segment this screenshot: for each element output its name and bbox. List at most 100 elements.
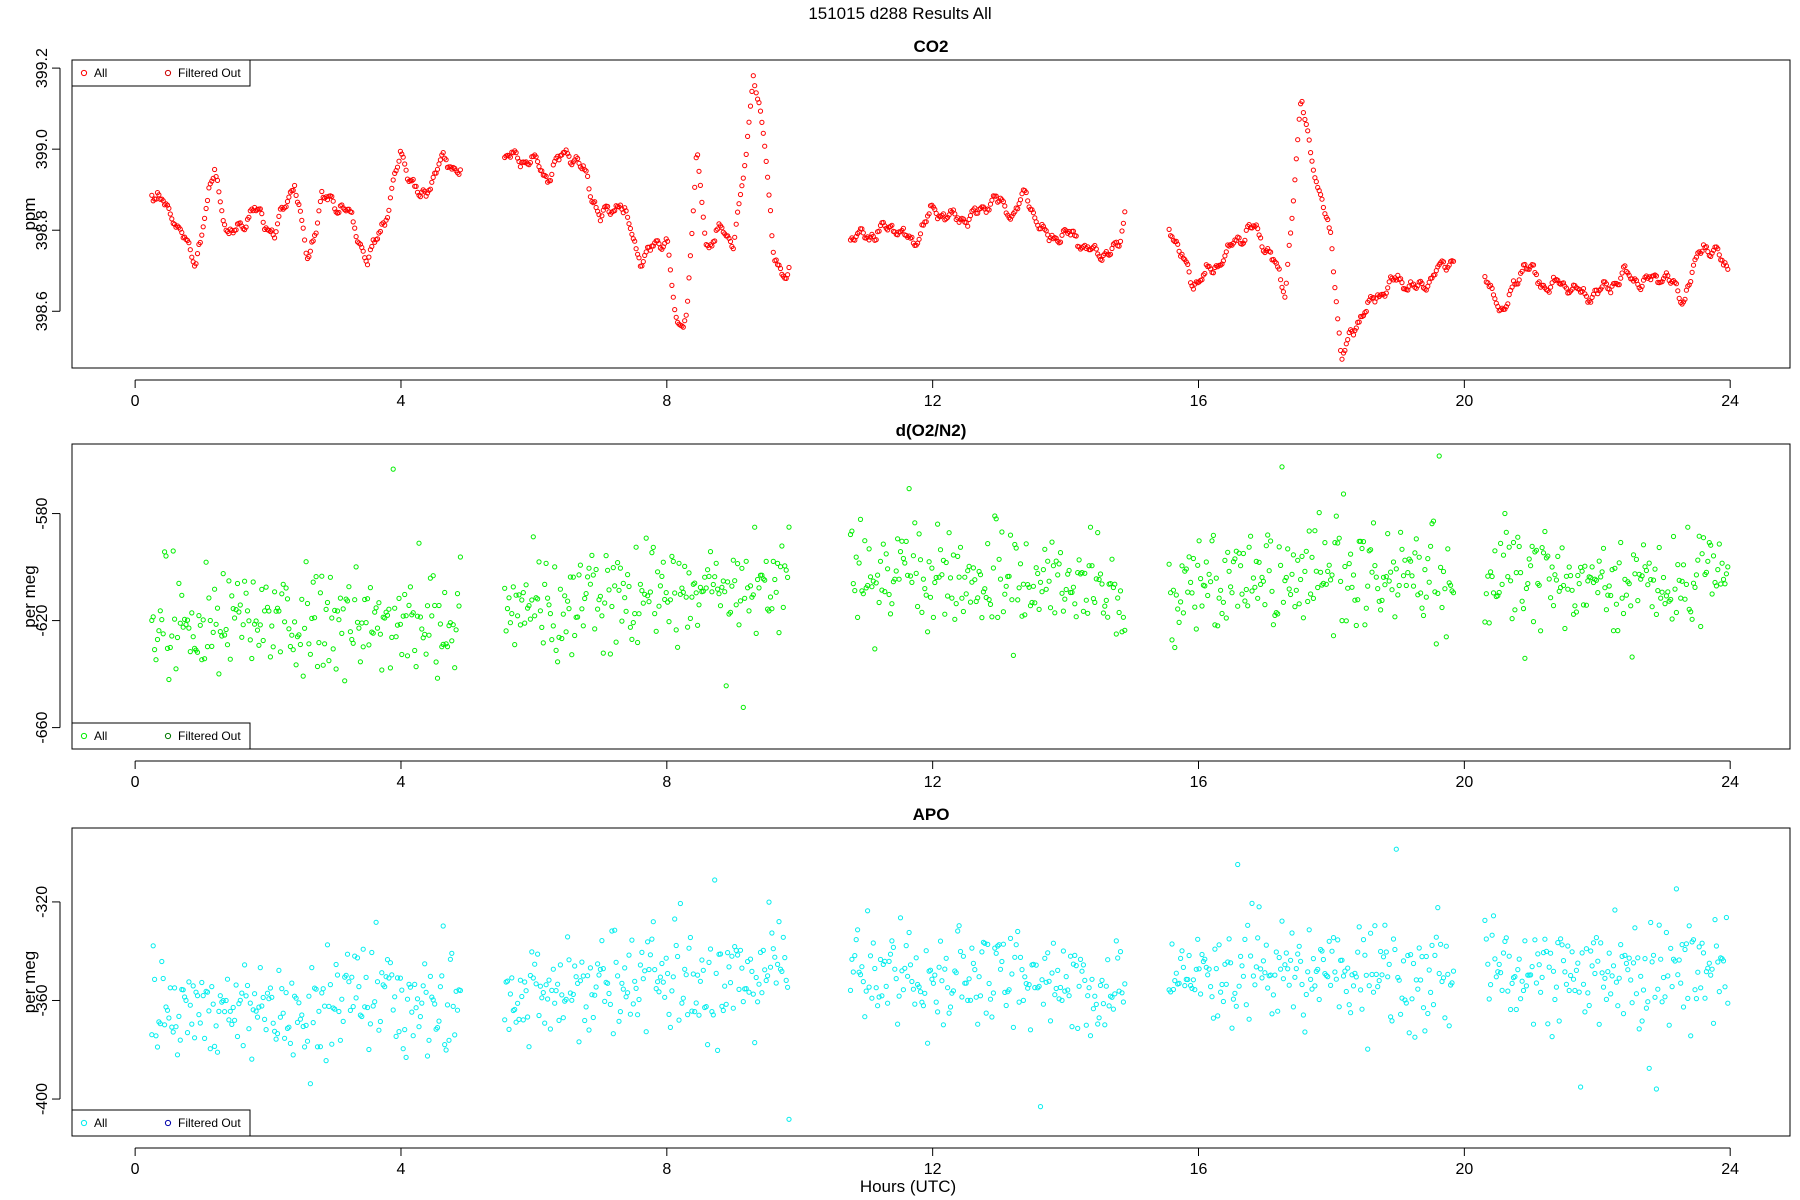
data-point [369,949,375,956]
data-point [1389,587,1395,593]
data-point [739,183,745,189]
data-point [1265,985,1271,991]
data-point [1303,121,1309,128]
data-point [1328,229,1334,235]
data-point [1060,608,1067,614]
data-point [676,560,682,566]
data-point [746,989,752,995]
data-point [950,988,957,994]
data-point [407,984,413,990]
data-point [555,981,561,987]
data-point [679,1000,685,1006]
data-point [1029,599,1035,606]
data-point [1555,553,1561,560]
data-point [316,640,322,646]
data-point [1285,546,1291,552]
data-point [389,634,395,641]
data-point [1673,609,1680,616]
data-point [606,587,612,593]
data-point [1345,585,1351,591]
data-point [756,585,762,591]
data-point [986,207,992,213]
data-point [927,967,934,973]
data-point [527,160,534,166]
data-point [876,599,882,606]
data-point [167,985,173,991]
data-point [1603,281,1610,287]
data-point [1009,213,1015,219]
data-point [1323,581,1329,587]
data-point [1482,619,1488,625]
data-point [1290,552,1297,558]
data-point [199,979,205,986]
data-point [682,563,688,570]
data-point [1037,1104,1044,1110]
data-point [1526,266,1532,272]
data-point [156,628,162,634]
data-point [1526,556,1532,562]
data-point [1226,936,1232,942]
data-point [1035,985,1041,991]
data-point [217,199,223,205]
data-point [925,1040,931,1046]
data-point [866,546,872,552]
data-point [946,1010,952,1016]
data-point [360,644,366,650]
data-point [976,974,982,980]
data-point [1622,263,1628,269]
data-point [1290,1004,1297,1010]
data-point [715,1047,721,1054]
data-point [769,233,775,239]
data-point [367,1021,373,1027]
data-point [877,956,884,963]
data-point [150,614,156,620]
data-point [932,579,938,586]
data-point [1596,288,1602,294]
data-point [1375,586,1381,592]
data-point [362,596,368,603]
data-point [1258,966,1264,972]
data-point [616,1018,622,1024]
data-point [167,211,173,217]
data-point [382,222,388,228]
data-point [1492,296,1498,302]
data-point [749,968,755,975]
data-point [152,976,158,983]
data-point [1346,1002,1352,1008]
data-point [1433,934,1439,940]
panel-title: CO2 [914,37,949,56]
data-point [1332,969,1338,975]
data-point [1170,587,1177,593]
data-point [1659,999,1665,1005]
data-point [706,573,712,580]
data-point [192,1035,198,1041]
data-point [230,1004,236,1011]
data-point [889,938,895,944]
data-point [1340,491,1347,497]
data-point [997,576,1004,582]
data-point [293,192,299,198]
data-point [1330,633,1337,639]
data-point [1242,598,1248,604]
data-point [1185,261,1191,267]
data-point [1708,972,1714,978]
data-point [1300,110,1307,116]
data-point [869,584,875,590]
data-point [1057,239,1064,245]
data-point [1426,967,1432,973]
data-point [347,629,353,635]
data-point [713,970,719,977]
data-point [913,955,919,961]
data-point [454,1007,461,1013]
data-point [246,1026,252,1032]
data-point [533,981,539,987]
data-point [1085,610,1091,616]
data-point [1206,571,1212,577]
data-point [1383,949,1389,955]
data-point [419,626,425,632]
data-point [696,168,702,174]
data-point [169,633,175,639]
data-point [1189,590,1195,596]
data-point [733,602,739,608]
data-point [1562,625,1568,632]
